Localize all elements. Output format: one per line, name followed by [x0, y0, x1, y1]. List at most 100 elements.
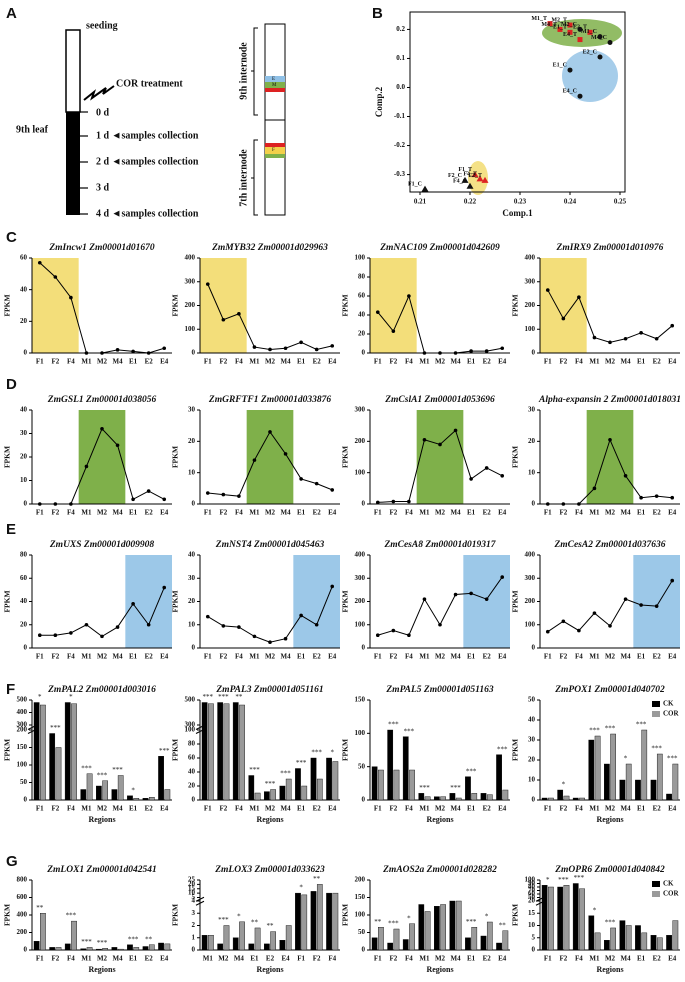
x-tick-label: E2: [313, 509, 322, 517]
point: [670, 323, 675, 328]
bar: [418, 904, 425, 951]
significance: **: [374, 918, 382, 926]
x-tick-label: E2: [653, 805, 662, 813]
y-tick-label: 40: [20, 406, 28, 414]
bar: [111, 947, 118, 951]
x-tick-label: E4: [668, 358, 677, 366]
point: [407, 294, 411, 298]
bracket: [251, 27, 258, 216]
x-tick-label: M2: [97, 509, 108, 517]
bar: [55, 947, 62, 951]
point: [567, 67, 573, 73]
bar: [471, 927, 478, 951]
point: [330, 488, 335, 492]
point: [500, 474, 505, 478]
x-tick-label: E1: [129, 805, 138, 813]
x-tick-label: E1: [467, 509, 476, 517]
y-tick-label: 300: [17, 721, 28, 729]
x-tick-label: F4: [235, 358, 243, 366]
x-tick-label: F2: [219, 653, 227, 661]
y-axis-label: FPKM: [171, 590, 180, 612]
significance: ***: [636, 721, 647, 729]
point: [597, 34, 603, 40]
x-axis-label: Regions: [256, 965, 283, 974]
y-axis-label: FPKM: [3, 294, 12, 316]
point-label: M1_T: [531, 16, 547, 22]
x-tick-label: M1: [589, 653, 600, 661]
point: [461, 176, 469, 183]
point: [453, 592, 458, 597]
point: [100, 427, 104, 431]
y-tick-label: 0: [24, 796, 28, 804]
y-tick-label: 30: [528, 406, 536, 414]
y-axis-label: FPKM: [3, 904, 12, 926]
x-tick-label: M4: [451, 805, 462, 813]
point: [639, 495, 643, 500]
significance: ***: [112, 766, 123, 774]
significance: *: [299, 884, 303, 892]
bar: [371, 937, 378, 951]
x-tick-label: M4: [281, 358, 292, 366]
point: [375, 633, 380, 638]
y-tick-label: 300: [355, 574, 366, 582]
significance: ***: [404, 727, 415, 735]
x-tick-label: M2: [97, 653, 108, 661]
leaf-lower: [66, 112, 80, 215]
bar: [594, 735, 601, 801]
x-tick-label: E2: [653, 358, 662, 366]
y-tick-label: 0: [362, 796, 366, 804]
point: [623, 474, 628, 478]
x-tick-label: M1: [589, 509, 600, 517]
x-tick-label: M1: [249, 509, 260, 517]
y-tick-label: 0: [24, 644, 28, 652]
x-tick-label: M2: [605, 509, 616, 517]
legend-swatch: [652, 881, 660, 887]
bar: [563, 885, 570, 951]
significance: ***: [265, 780, 276, 788]
x-tick-label: 0.24: [564, 198, 577, 206]
point: [471, 171, 479, 178]
y-tick-label: 1: [192, 933, 196, 941]
x-tick-label: F4: [405, 509, 413, 517]
x-tick-label: F1: [374, 653, 382, 661]
point: [623, 597, 628, 601]
point: [608, 437, 612, 442]
y-tick-label: 300: [185, 721, 196, 729]
point: [146, 622, 151, 627]
chart-title: ZmLOX3 Zm00001d033623: [214, 865, 325, 875]
highlight-region: [540, 258, 587, 353]
point: [375, 310, 380, 314]
y-tick-label: 0: [362, 500, 366, 508]
significance: **: [36, 904, 44, 912]
x-tick-label: F4: [405, 805, 413, 813]
x-tick-label: F2: [389, 358, 397, 366]
bar: [588, 739, 595, 801]
point: [69, 502, 73, 506]
x-tick-label: E4: [160, 653, 169, 661]
x-tick-label: E1: [129, 358, 138, 366]
y-tick-label: 800: [17, 876, 28, 884]
y-tick-label: 50: [358, 762, 366, 770]
x-tick-label: F1: [544, 653, 552, 661]
y-tick-label: 10: [20, 476, 28, 484]
x-tick-label: F2: [389, 653, 397, 661]
x-tick-label: F2: [219, 805, 227, 813]
point-label: E1_C: [553, 62, 567, 68]
bar: [270, 931, 276, 951]
point: [438, 442, 442, 447]
x-tick-label: E2: [145, 509, 154, 517]
x-tick-label: M1: [81, 358, 92, 366]
bar: [393, 928, 400, 951]
chart-title: ZmPAL2 Zm00001d003016: [47, 685, 156, 695]
bar: [440, 904, 446, 951]
label: 4 d ◄samples collection: [96, 208, 199, 219]
y-tick-label: 30: [188, 574, 196, 582]
highlight-region: [32, 258, 79, 353]
bar: [619, 920, 626, 951]
x-axis-label: Regions: [596, 965, 623, 974]
x-tick-label: E1: [129, 653, 138, 661]
panel-letter: B: [372, 5, 383, 22]
bar: [148, 944, 155, 951]
y-tick-label: 0.0: [396, 83, 405, 91]
y-tick-label: -0.1: [394, 112, 406, 120]
